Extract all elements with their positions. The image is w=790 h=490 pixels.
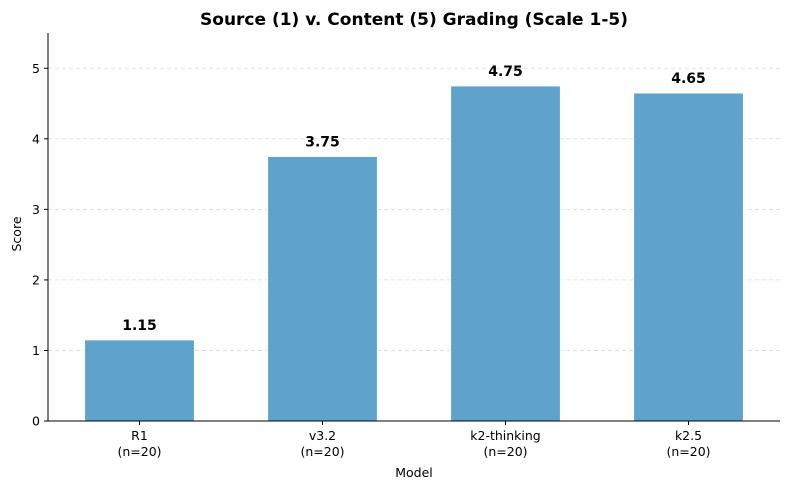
x-tick-label: k2.5 [675, 428, 702, 443]
x-tick-sublabel: (n=20) [117, 444, 161, 459]
x-tick-label: v3.2 [309, 428, 336, 443]
bar-R1 [84, 339, 195, 422]
ticks-layer: 012345R1(n=20)v3.2(n=20)k2-thinking(n=20… [32, 61, 710, 459]
bar-v3.2 [267, 155, 378, 422]
x-tick-sublabel: (n=20) [300, 444, 344, 459]
bar-k2-thinking [450, 85, 561, 422]
x-tick-label: k2-thinking [470, 428, 541, 443]
y-axis-label: Score [9, 216, 24, 251]
chart-title: Source (1) v. Content (5) Grading (Scale… [200, 10, 628, 30]
data-label: 3.75 [305, 134, 340, 150]
axes-layer [47, 33, 780, 422]
y-tick-label: 5 [32, 61, 40, 76]
x-tick-label: R1 [131, 428, 148, 443]
y-tick-label: 2 [32, 272, 40, 287]
data-label: 4.65 [671, 71, 706, 87]
y-tick-label: 0 [32, 414, 40, 429]
data-label: 4.75 [488, 64, 523, 80]
data-label: 1.15 [122, 318, 157, 334]
y-tick-label: 1 [32, 343, 40, 358]
bar-k2.5 [633, 92, 744, 422]
data-labels-layer: 1.15 3.75 4.75 4.65 [122, 64, 706, 334]
x-axis-label: Model [395, 465, 433, 480]
x-tick-sublabel: (n=20) [666, 444, 710, 459]
y-tick-label: 3 [32, 202, 40, 217]
bars-layer [84, 85, 744, 422]
x-tick-sublabel: (n=20) [483, 444, 527, 459]
y-tick-label: 4 [32, 131, 40, 146]
